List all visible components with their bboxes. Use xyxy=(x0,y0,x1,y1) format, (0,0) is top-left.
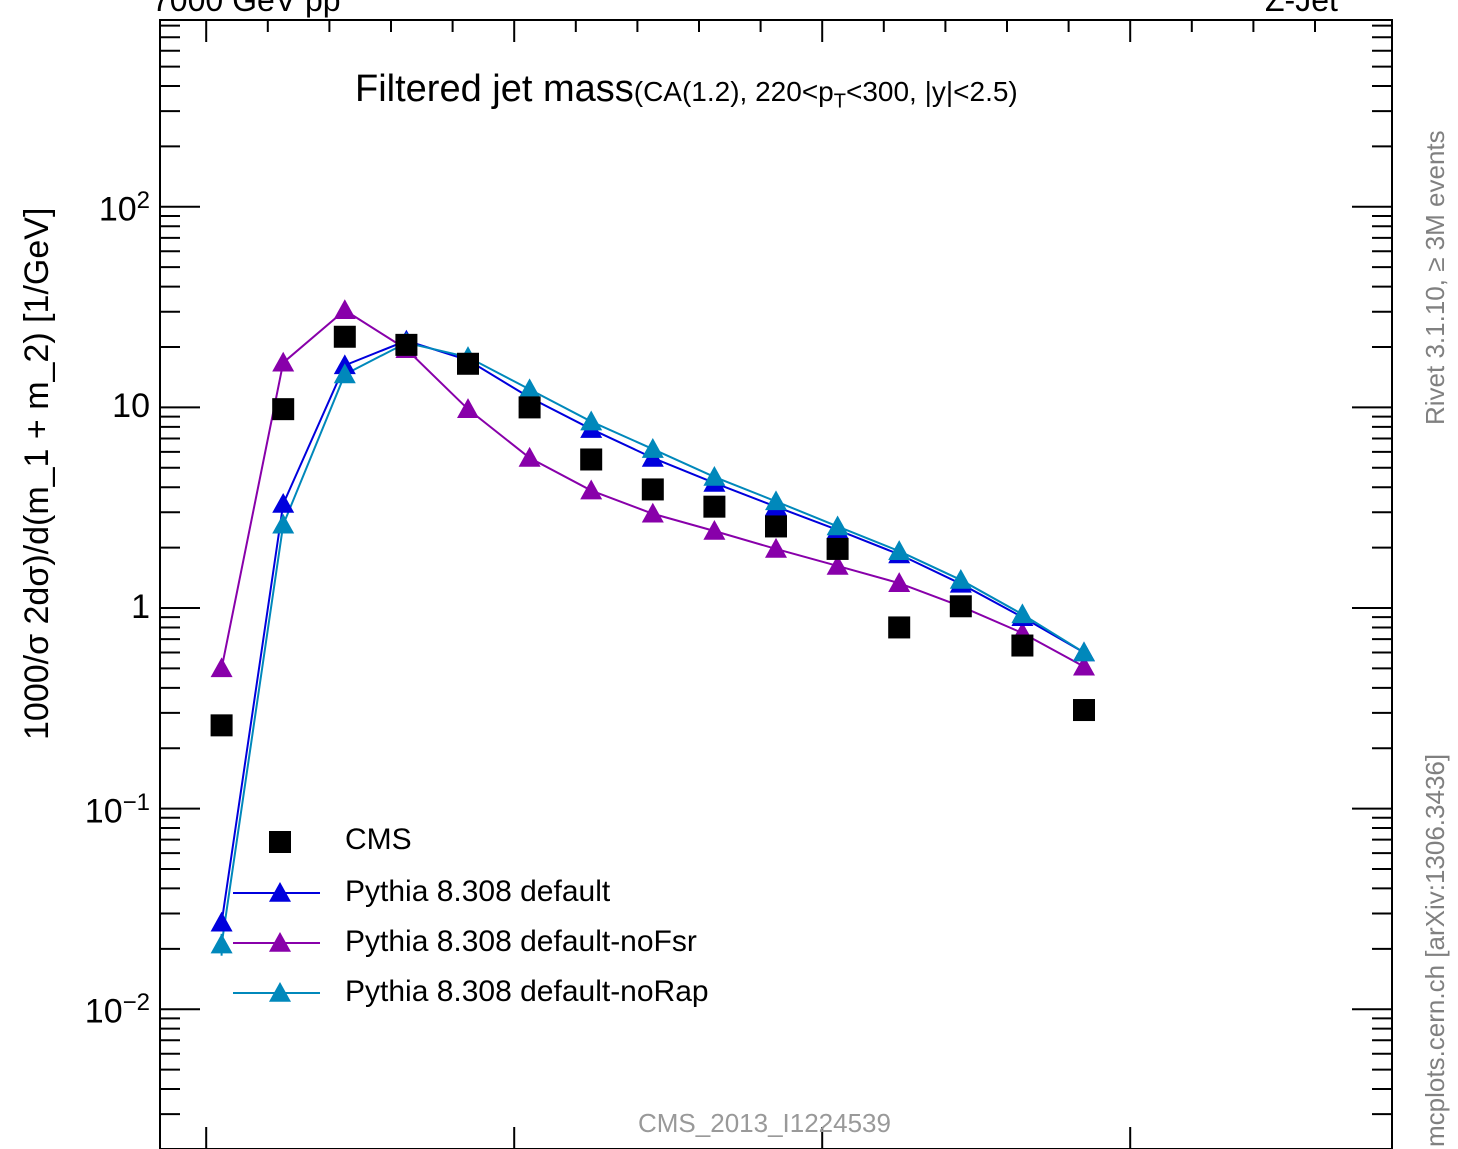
cms-data-point xyxy=(395,333,418,356)
y-tick-label: 10−2 xyxy=(84,989,150,1031)
series-2-point xyxy=(1073,655,1095,676)
rivet-version-label: Rivet 3.1.10, ≥ 3M events xyxy=(1420,130,1450,425)
series-3-point xyxy=(641,438,664,458)
y-tick-label: 1 xyxy=(131,588,150,626)
cms-data-point xyxy=(333,325,356,348)
series-1-point xyxy=(272,492,295,513)
series-2-point xyxy=(333,299,356,320)
series-2-point xyxy=(210,657,233,678)
legend-label-nofsr: Pythia 8.308 default-noFsr xyxy=(345,925,697,958)
series-2-point xyxy=(272,351,295,372)
y-tick-label: 10 xyxy=(112,387,150,426)
series-2-point xyxy=(518,446,541,467)
legend-marker-2 xyxy=(269,932,291,952)
cms-data-point xyxy=(272,398,295,421)
series-3-point xyxy=(703,465,726,486)
series-3-point xyxy=(1011,603,1034,624)
cms-data-point xyxy=(888,616,911,639)
y-tick-label: 102 xyxy=(98,186,150,229)
cms-data-point xyxy=(1073,699,1095,722)
cms-data-point xyxy=(641,478,664,501)
y-axis-label: 1000/σ 2dσ)/d(m_1 + m_2) [1/GeV] xyxy=(18,207,56,740)
cms-data-point xyxy=(703,495,726,518)
chart-subtitle: (CA(1.2), 220<pT<300, |y|<2.5) xyxy=(633,76,1018,113)
series-3-point xyxy=(272,513,295,534)
series-3-point xyxy=(949,568,972,589)
legend-marker-1 xyxy=(269,882,291,902)
series-2-point xyxy=(703,520,726,540)
cms-data-point xyxy=(580,448,603,471)
series-3-point xyxy=(580,410,603,431)
legend-label-cms: CMS xyxy=(345,823,412,856)
series-2-point xyxy=(641,502,664,523)
series-3-point xyxy=(210,933,233,954)
series-3-point xyxy=(826,515,849,536)
cms-data-point xyxy=(826,537,849,560)
cms-data-point xyxy=(949,595,972,618)
series-2-point xyxy=(888,572,911,592)
series-2-point xyxy=(765,537,787,558)
series-3-point xyxy=(518,378,541,399)
series-3-point xyxy=(333,363,356,384)
series-3-point xyxy=(888,540,911,560)
chart-title: Filtered jet mass xyxy=(355,68,634,110)
cms-data-point xyxy=(210,714,233,737)
axis-ticks xyxy=(160,20,1392,1149)
analysis-annotation: CMS_2013_I1224539 xyxy=(638,1108,891,1138)
cms-data-point xyxy=(518,396,541,419)
series-3-point xyxy=(1073,641,1095,662)
legend-label-default: Pythia 8.308 default xyxy=(345,875,611,908)
chart-title-block: Filtered jet mass(CA(1.2), 220<pT<300, |… xyxy=(355,68,1018,114)
cms-data-point xyxy=(1011,634,1034,657)
series-2-point xyxy=(580,479,603,500)
category-label: Z-Jet xyxy=(1265,0,1338,18)
series-2-point xyxy=(826,554,849,575)
series-layer xyxy=(210,299,1095,956)
y-tick-label: 10−1 xyxy=(84,788,150,830)
cms-data-point xyxy=(765,515,787,538)
energy-label: 7000 GeV pp xyxy=(152,0,341,18)
cms-data-point xyxy=(457,352,479,375)
series-2-point xyxy=(457,398,479,418)
legend-marker-cms xyxy=(269,831,291,853)
legend-label-norap: Pythia 8.308 default-noRap xyxy=(345,975,709,1008)
series-1-point xyxy=(210,911,233,932)
legend-marker-3 xyxy=(269,982,291,1002)
plot-frame xyxy=(159,19,1393,1149)
series-3-point xyxy=(765,490,787,511)
mcplots-label: mcplots.cern.ch [arXiv:1306.3436] xyxy=(1420,753,1450,1147)
legend-markers xyxy=(233,831,320,1002)
